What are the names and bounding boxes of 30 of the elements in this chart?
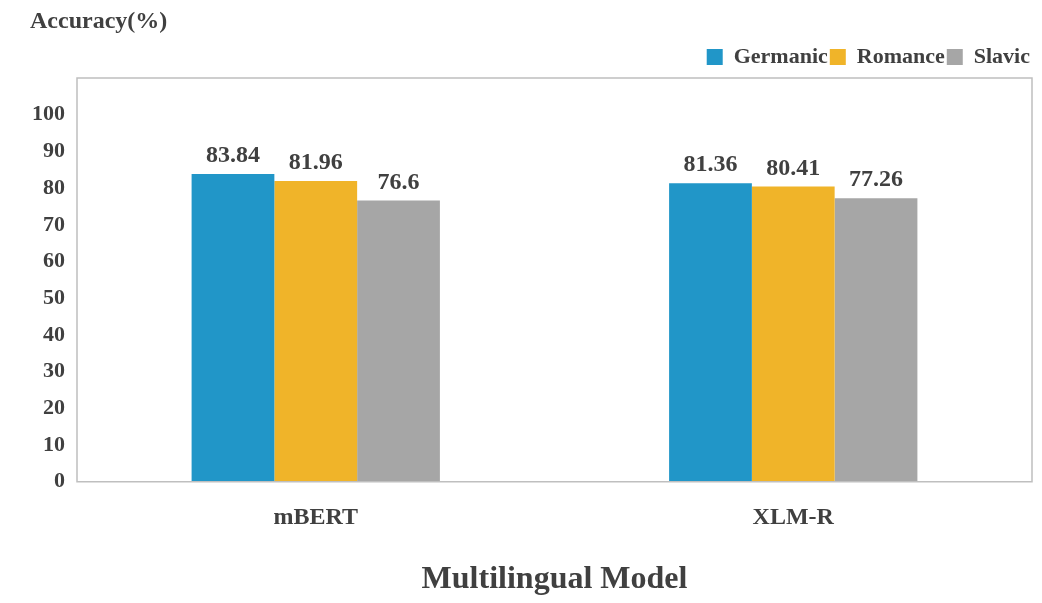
x-axis-title: Multilingual Model (421, 559, 688, 596)
bar (357, 200, 440, 482)
y-tick-label: 30 (43, 357, 65, 383)
bar (669, 183, 752, 482)
y-tick-label: 70 (43, 210, 65, 236)
y-tick-label: 50 (43, 283, 65, 309)
bar (191, 174, 275, 482)
y-axis-title: Accuracy(%) (30, 7, 168, 34)
y-tick-label: 20 (43, 394, 65, 420)
y-tick-label: 90 (43, 137, 65, 163)
data-label: 81.36 (683, 150, 738, 177)
y-tick-label: 10 (43, 430, 65, 456)
data-label: 77.26 (849, 165, 904, 192)
data-label: 83.84 (205, 141, 260, 168)
bar (274, 180, 358, 482)
data-label: 76.6 (377, 167, 420, 194)
legend-label: Germanic (733, 42, 829, 68)
x-tick-label: XLM-R (752, 503, 835, 530)
legend-label: Romance (856, 42, 946, 68)
y-tick-label: 40 (43, 320, 65, 346)
bar (751, 186, 835, 482)
legend-label: Slavic (973, 42, 1031, 68)
data-label: 80.41 (766, 153, 821, 180)
bar (834, 198, 918, 482)
x-tick-label: mBERT (273, 503, 359, 530)
y-tick-label: 0 (54, 467, 65, 493)
y-tick-label: 60 (43, 247, 65, 273)
y-tick-label: 80 (43, 173, 65, 199)
data-label: 81.96 (288, 148, 343, 175)
y-tick-label: 100 (32, 100, 65, 126)
